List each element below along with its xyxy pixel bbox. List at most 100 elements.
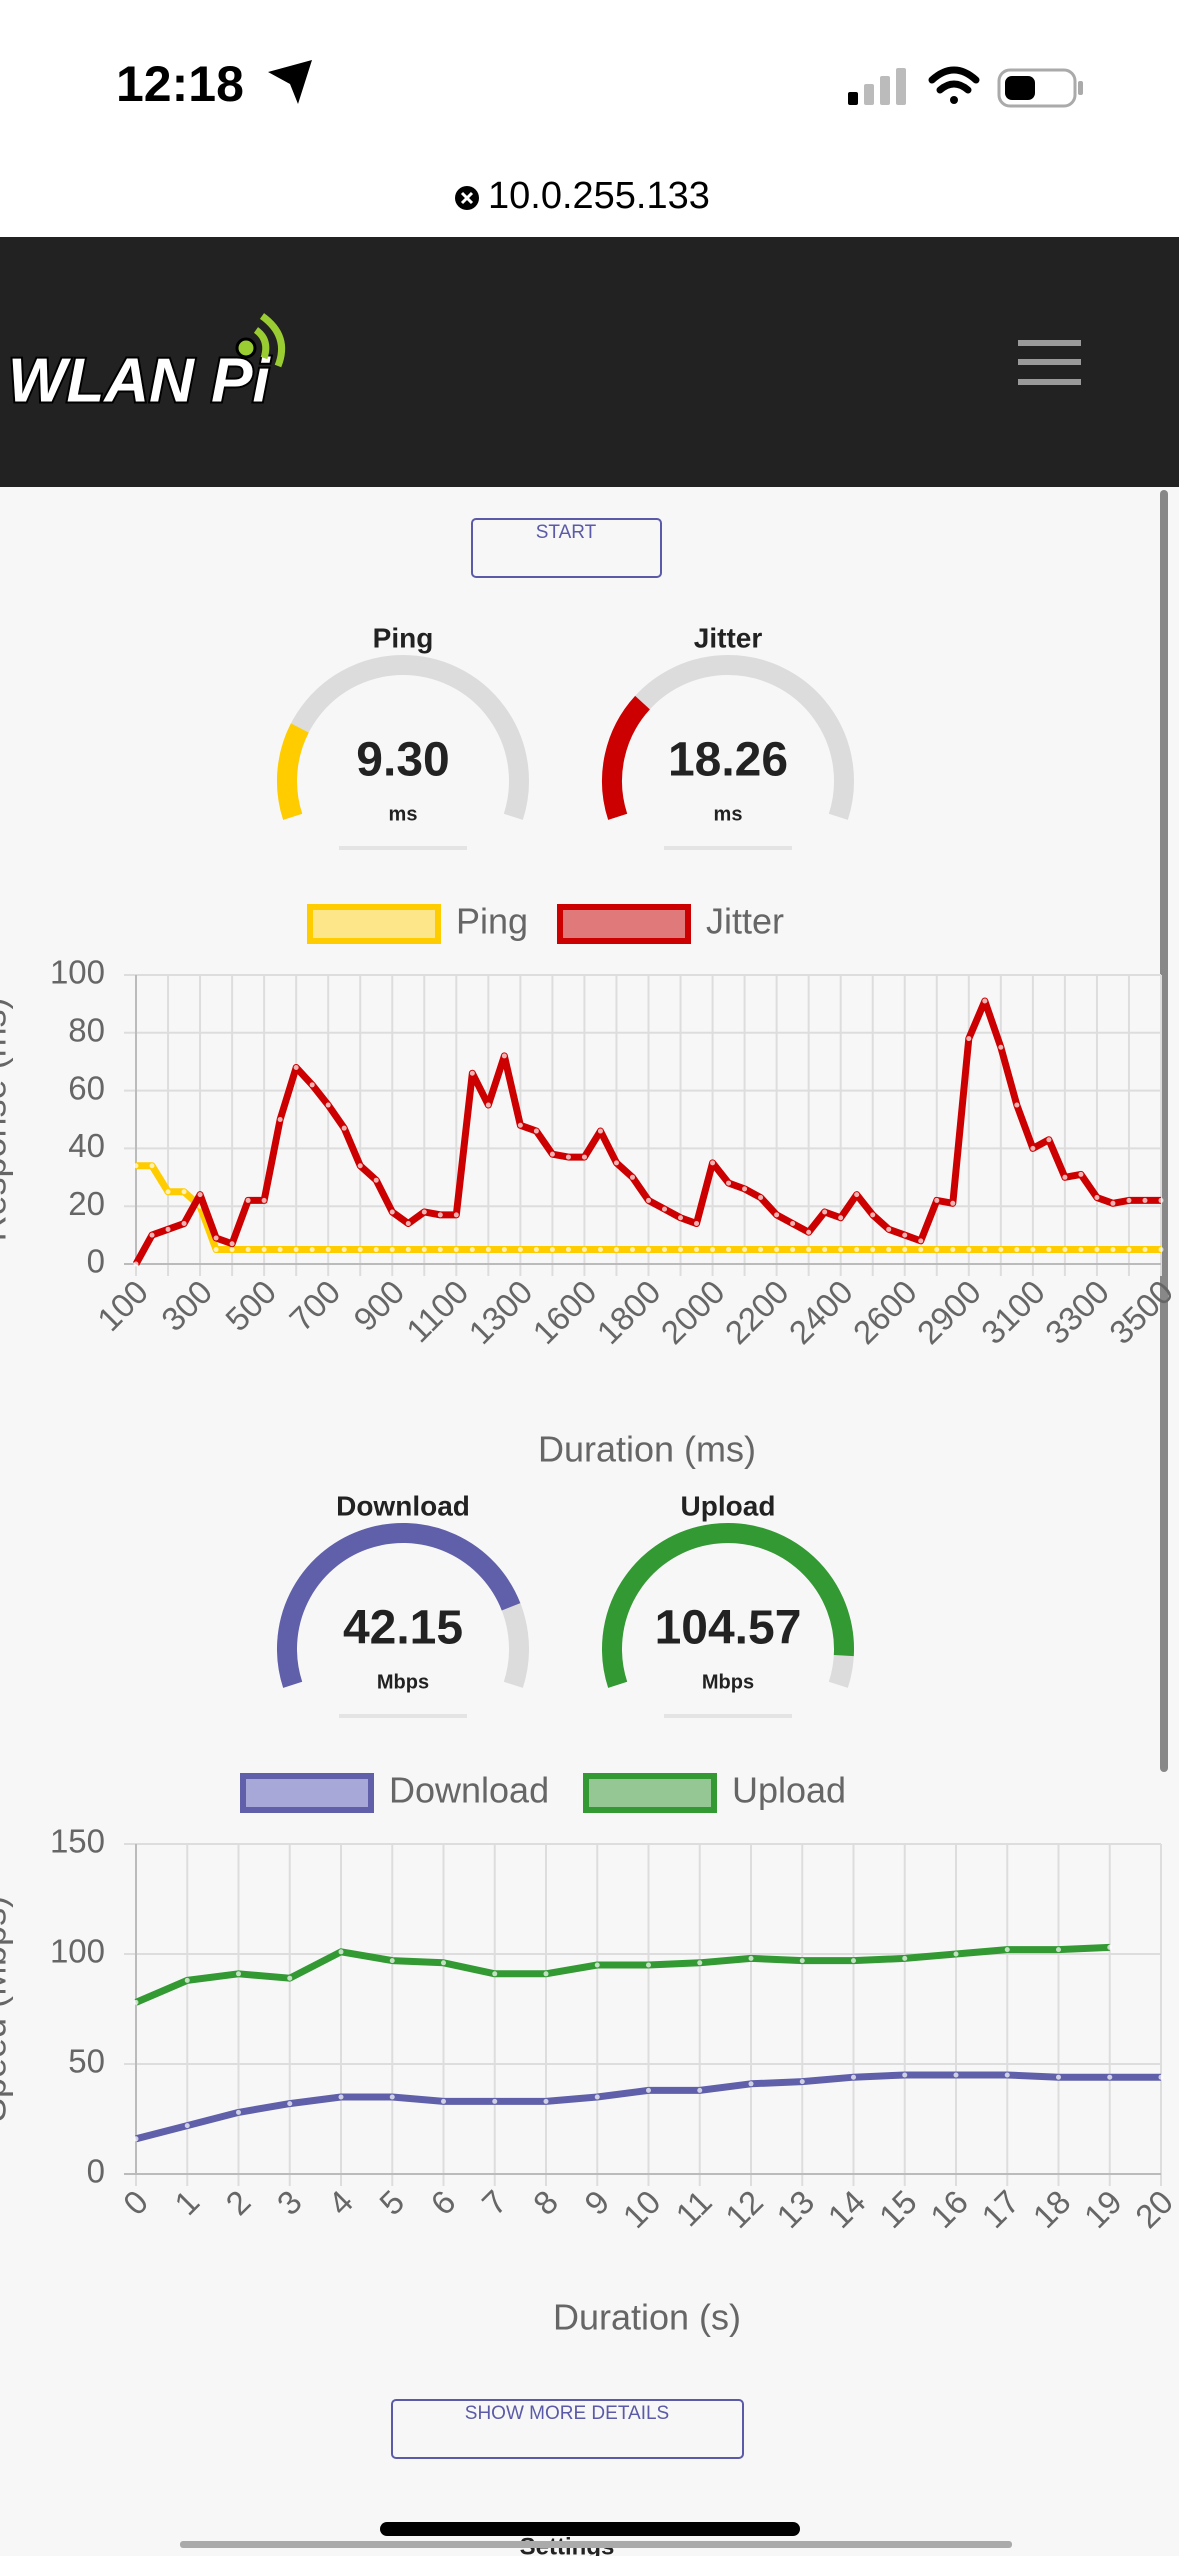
data-point <box>565 1247 571 1253</box>
data-point <box>806 1229 812 1235</box>
x-tick-label: 1600 <box>525 1273 603 1351</box>
data-point <box>501 1247 507 1253</box>
x-tick-label: 12 <box>718 2183 770 2235</box>
url-icon-x <box>460 191 474 205</box>
data-point <box>1004 1947 1010 1953</box>
x-tick-label: 14 <box>820 2183 872 2235</box>
data-point <box>357 1163 363 1169</box>
data-point <box>748 1955 754 1961</box>
data-point <box>133 1163 139 1169</box>
data-point <box>790 1247 796 1253</box>
data-point <box>1094 1247 1100 1253</box>
data-point <box>953 1951 959 1957</box>
data-point <box>790 1221 796 1227</box>
data-point <box>822 1209 828 1215</box>
data-point <box>549 1151 555 1157</box>
data-point <box>437 1212 443 1218</box>
data-point <box>822 1247 828 1253</box>
x-tick-label: 5 <box>372 2183 411 2222</box>
logo[interactable]: WLAN Pi <box>6 313 285 417</box>
legend-swatch <box>307 904 441 944</box>
data-point <box>613 1160 619 1166</box>
data-point <box>277 1247 283 1253</box>
h-scrollbar <box>180 2541 1012 2548</box>
x-tick-label: 19 <box>1077 2183 1129 2235</box>
data-point <box>1046 1247 1052 1253</box>
data-point <box>1110 1247 1116 1253</box>
x-tick-label: 100 <box>90 1273 155 1338</box>
x-tick-label: 15 <box>872 2183 924 2235</box>
gauge-title: Download <box>336 1490 470 1521</box>
data-point <box>309 1082 315 1088</box>
x-tick-label: 1 <box>167 2183 206 2222</box>
data-point <box>325 1247 331 1253</box>
data-point <box>918 1238 924 1244</box>
data-point <box>1004 2072 1010 2078</box>
data-point <box>1062 1247 1068 1253</box>
data-point <box>662 1247 668 1253</box>
gauge-fill <box>276 1523 521 1688</box>
details-button[interactable] <box>391 2399 744 2459</box>
gauge-value: 9.30 <box>356 734 449 787</box>
data-point <box>1030 1247 1036 1253</box>
data-point <box>229 1241 235 1247</box>
data-point <box>870 1212 876 1218</box>
data-point <box>758 1247 764 1253</box>
data-point <box>662 1206 668 1212</box>
x-tick-label: 11 <box>668 2183 718 2233</box>
data-point <box>870 1247 876 1253</box>
y-tick-label: 20 <box>68 1185 105 1222</box>
data-point <box>533 1247 539 1253</box>
data-point <box>613 1247 619 1253</box>
gauge-unit: Mbps <box>702 1671 754 1693</box>
gauge-title: Jitter <box>694 622 763 653</box>
data-point <box>646 2087 651 2093</box>
data-point <box>726 1180 732 1186</box>
data-point <box>261 1247 267 1253</box>
scrollbar <box>1160 490 1168 1772</box>
data-point <box>902 1232 908 1238</box>
x-tick-label: 2600 <box>846 1273 924 1351</box>
data-point <box>851 1958 856 1964</box>
data-point <box>982 1247 988 1253</box>
gauge-title: Upload <box>681 1490 776 1521</box>
data-point <box>902 1955 908 1961</box>
data-point <box>629 1247 635 1253</box>
data-point <box>1158 1247 1164 1253</box>
y-axis-title: Response (ms) <box>0 997 14 1241</box>
data-point <box>405 1221 411 1227</box>
data-point <box>492 1971 498 1977</box>
data-point <box>1107 2074 1113 2080</box>
data-point <box>293 1064 299 1070</box>
data-point <box>133 1999 139 2005</box>
legend-swatch <box>240 1773 374 1813</box>
x-tick-label: 700 <box>282 1273 347 1338</box>
x-tick-label: 500 <box>218 1273 283 1338</box>
start-button[interactable] <box>471 518 662 578</box>
x-axis-title: Duration (ms) <box>538 1429 756 1470</box>
data-point <box>1030 1145 1036 1151</box>
legend-label: Download <box>389 1770 549 1811</box>
data-point <box>184 1977 190 1983</box>
data-point <box>1158 2074 1164 2080</box>
data-point <box>902 2072 908 2078</box>
x-tick-label: 1300 <box>461 1273 539 1351</box>
data-point <box>165 1189 171 1195</box>
url[interactable]: 10.0.255.133 <box>488 175 710 217</box>
data-point <box>838 1215 844 1221</box>
y-axis-title: Speed (Mbps) <box>0 1896 14 2122</box>
data-point <box>594 1962 600 1968</box>
y-tick-label: 0 <box>87 1243 105 1280</box>
data-point <box>213 1247 219 1253</box>
data-point <box>453 1247 459 1253</box>
x-tick-label: 3100 <box>974 1273 1052 1351</box>
data-point <box>1056 2074 1061 2080</box>
data-point <box>902 1247 908 1253</box>
x-tick-label: 300 <box>154 1273 219 1338</box>
data-point <box>165 1226 171 1232</box>
menu-button[interactable] <box>1018 340 1081 385</box>
gauge-fill <box>602 695 651 820</box>
data-point <box>197 1192 203 1198</box>
data-point <box>325 1102 331 1108</box>
legend-swatch <box>557 904 691 944</box>
